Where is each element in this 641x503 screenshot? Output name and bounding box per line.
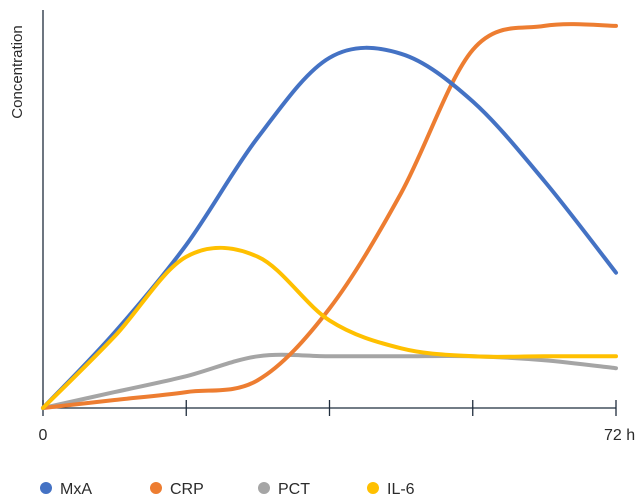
- legend-label-mxa: MxA: [60, 481, 92, 498]
- legend-label-il-6: IL-6: [387, 481, 415, 498]
- x-ticks: 0 72 h: [39, 400, 635, 444]
- series-line-crp: [41, 22, 618, 410]
- series-line-pct: [41, 352, 618, 410]
- legend-label-pct: PCT: [278, 481, 310, 498]
- series-line-il-6: [41, 245, 618, 410]
- legend-marker-mxa: [40, 482, 52, 494]
- legend: MxA CRP PCT IL-6: [40, 481, 415, 498]
- series-line-mxa: [41, 45, 618, 410]
- x-tick-label: 72 h: [604, 427, 635, 444]
- x-tick-label: 0: [39, 427, 48, 444]
- series-lines: [41, 22, 618, 410]
- legend-marker-crp: [150, 482, 162, 494]
- legend-marker-il-6: [367, 482, 379, 494]
- legend-marker-pct: [258, 482, 270, 494]
- legend-label-crp: CRP: [170, 481, 204, 498]
- y-axis-title: Concentration: [9, 25, 26, 118]
